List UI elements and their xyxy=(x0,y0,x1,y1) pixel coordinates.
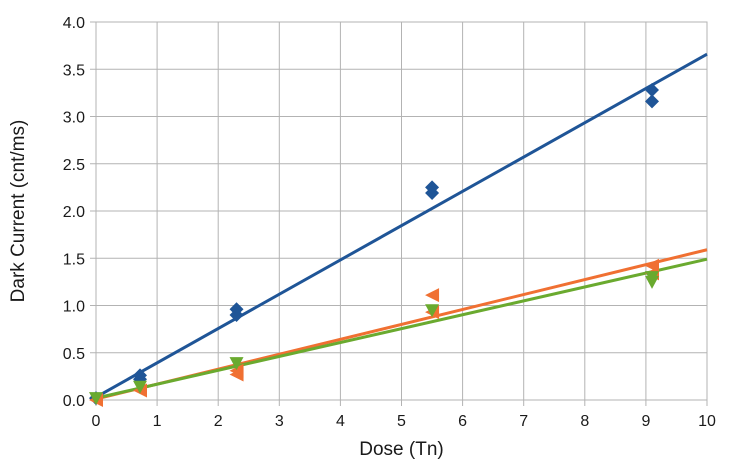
grid xyxy=(90,21,708,406)
data-point xyxy=(645,271,660,285)
data-point xyxy=(645,83,660,98)
data-point xyxy=(229,302,244,317)
data-point xyxy=(229,357,244,371)
y-axis-title: Dark Current (cnt/ms) xyxy=(8,120,29,303)
data-point xyxy=(132,368,147,383)
trendlines xyxy=(95,52,708,401)
x-tick-label: 7 xyxy=(519,413,528,430)
data-points xyxy=(89,83,660,407)
x-tick-label: 3 xyxy=(275,413,284,430)
plot-frame xyxy=(95,21,708,401)
data-point xyxy=(645,94,660,109)
y-tick-label: 3.0 xyxy=(63,110,85,127)
x-tick-label: 5 xyxy=(397,413,406,430)
trendline xyxy=(95,257,708,400)
y-tick-label: 0.5 xyxy=(63,346,85,363)
y-tick-label: 1.0 xyxy=(63,299,85,316)
data-point xyxy=(425,288,440,303)
trendline xyxy=(95,52,708,399)
y-tick-label: 1.5 xyxy=(63,251,85,268)
x-tick-label: 6 xyxy=(458,413,467,430)
data-point xyxy=(425,180,440,195)
y-tick-label: 3.5 xyxy=(63,62,85,79)
tick-labels: 0 1 2 3 4 5 6 7 8 9 10 0.0 0.5 1.0 1.5 2.0 2.5 3.0 3.5 4.0 xyxy=(63,15,716,430)
x-tick-label: 0 xyxy=(92,413,101,430)
x-tick-label: 9 xyxy=(641,413,650,430)
data-point xyxy=(132,380,147,394)
data-point xyxy=(229,363,244,378)
data-point xyxy=(89,392,103,406)
x-axis-title: Dose (Tn) xyxy=(359,439,443,460)
y-tick-label: 4.0 xyxy=(63,15,85,32)
y-tick-label: 0.0 xyxy=(63,393,85,410)
x-tick-label: 1 xyxy=(153,413,162,430)
x-tick-label: 2 xyxy=(214,413,223,430)
x-tick-label: 8 xyxy=(580,413,589,430)
data-point xyxy=(425,304,440,318)
y-tick-label: 2.0 xyxy=(63,204,85,221)
data-point xyxy=(645,258,660,273)
y-tick-label: 2.5 xyxy=(63,157,85,174)
x-tick-label: 4 xyxy=(336,413,345,430)
x-tick-label: 10 xyxy=(698,413,716,430)
